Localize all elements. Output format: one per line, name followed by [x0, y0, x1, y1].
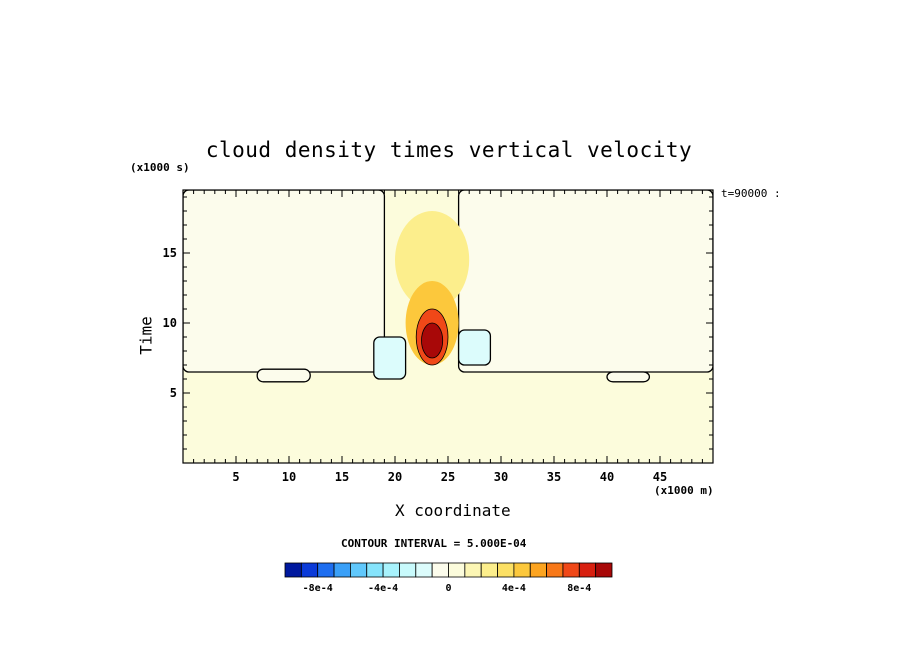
colorbar-swatch	[578, 562, 597, 578]
colorbar-swatch	[431, 562, 449, 578]
colorbar-tick-label: -8e-4	[303, 583, 333, 594]
field-regions	[183, 190, 713, 463]
positive-core-region	[421, 322, 444, 359]
colorbar-swatch	[562, 562, 580, 578]
negative-region	[373, 336, 407, 380]
colorbar-tick-label: 4e-4	[502, 583, 526, 594]
colorbar-swatch	[399, 562, 417, 578]
time-stamp-label: t=90000 :	[721, 187, 781, 200]
x-axis-unit: (x1000 m)	[654, 484, 714, 497]
x-tick-label: 40	[600, 470, 614, 484]
y-tick-label: 5	[170, 386, 177, 400]
x-axis-label: X coordinate	[395, 501, 511, 520]
chart-title: cloud density times vertical velocity	[205, 138, 693, 162]
negative-region	[457, 190, 713, 373]
colorbar-swatch	[333, 562, 351, 578]
colorbar-swatch	[284, 562, 302, 578]
y-tick-label: 10	[163, 316, 177, 330]
negative-region	[457, 329, 492, 366]
y-tick-label: 15	[163, 246, 177, 260]
plot-area	[182, 189, 714, 464]
x-tick-label: 35	[547, 470, 561, 484]
colorbar-swatch	[366, 562, 384, 578]
colorbar-swatch	[317, 562, 335, 578]
axes: 5 10 15 20 25 30 35 40 45 5 10 15	[163, 190, 713, 484]
contour-interval-label: CONTOUR INTERVAL = 5.000E-04	[341, 537, 527, 550]
colorbar-tick-label: 0	[445, 583, 451, 594]
colorbar-swatch	[448, 562, 466, 578]
colorbar-swatch	[349, 562, 368, 578]
colorbar-swatch	[382, 562, 400, 578]
colorbar-swatch	[300, 562, 319, 578]
colorbar-swatch	[497, 562, 515, 578]
colorbar-swatch	[595, 562, 613, 578]
x-tick-label: 10	[282, 470, 296, 484]
x-tick-label: 45	[653, 470, 667, 484]
negative-region	[606, 371, 651, 383]
colorbar-tick-label: 8e-4	[567, 583, 591, 594]
colorbar-swatch	[529, 562, 548, 578]
colorbar-tick-label: -4e-4	[368, 583, 398, 594]
colorbar: -8e-4 -4e-4 0 4e-4 8e-4	[284, 562, 613, 594]
colorbar-swatch	[513, 562, 531, 578]
negative-region	[183, 190, 386, 373]
x-tick-label: 25	[441, 470, 455, 484]
colorbar-swatch	[546, 562, 564, 578]
x-tick-label: 5	[232, 470, 239, 484]
x-tick-label: 30	[494, 470, 508, 484]
colorbar-swatch	[415, 562, 433, 578]
y-axis-unit: (x1000 s)	[130, 161, 190, 174]
x-tick-label: 20	[388, 470, 402, 484]
colorbar-swatch	[480, 562, 498, 578]
colorbar-swatch	[464, 562, 482, 578]
positive-core-region	[395, 211, 470, 309]
negative-region	[256, 368, 311, 383]
y-axis-label: Time	[136, 316, 156, 355]
x-tick-label: 15	[335, 470, 349, 484]
